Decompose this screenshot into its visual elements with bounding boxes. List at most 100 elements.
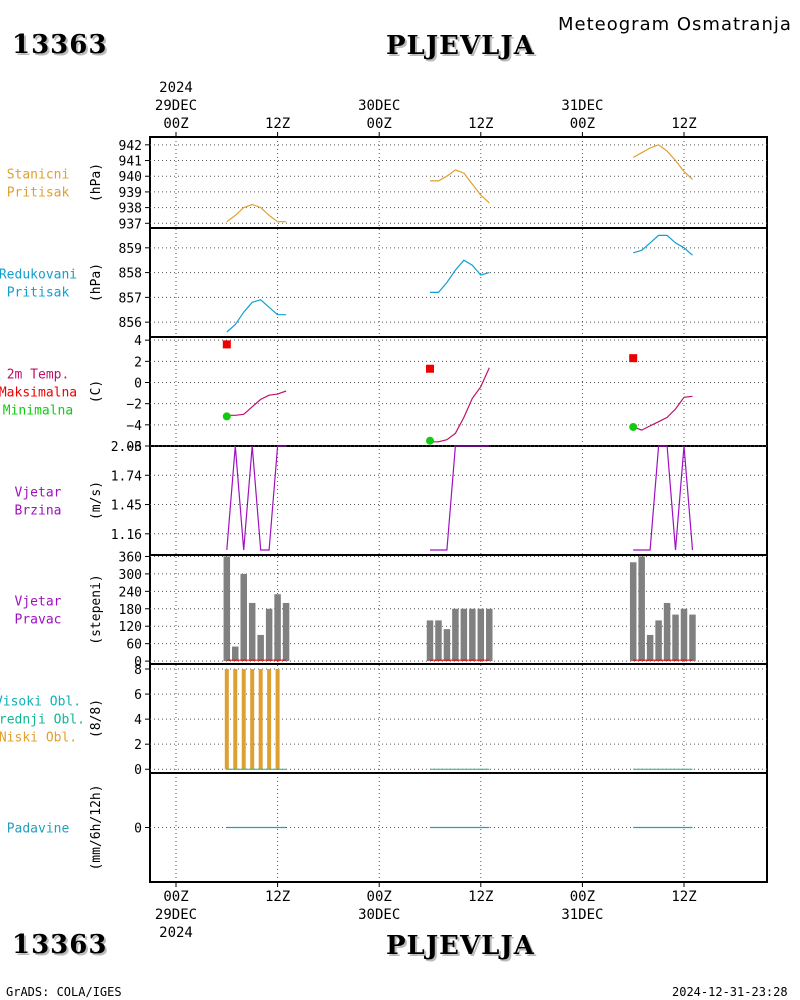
y-tick-label: 856 — [119, 316, 142, 331]
y-tick-label: 938 — [119, 202, 142, 217]
tmax-marker — [222, 340, 231, 349]
y-tick-label: 858 — [119, 267, 142, 282]
station-name: PLJEVLJA — [386, 31, 535, 61]
y-tick-label: −2 — [126, 398, 142, 413]
date-label-bottom: 30DEC — [358, 907, 400, 923]
low-cloud-bar — [241, 669, 246, 770]
panel-label-redukovani_pritisak: Pritisak — [7, 286, 70, 301]
wind-dir-bar — [663, 602, 671, 662]
wind-dir-bar — [435, 620, 442, 662]
time-tick-label-bottom: 12Z — [265, 889, 290, 905]
series-line-temperatura — [632, 395, 693, 431]
time-tick-label-top: 12Z — [265, 116, 290, 132]
panel-label-redukovani_pritisak: Redukovani — [0, 268, 77, 283]
y-tick-label: 0 — [134, 822, 142, 837]
y-tick-label: 0 — [134, 763, 142, 778]
wind-dir-bar — [426, 620, 434, 662]
panel-label-vjetar_brzina: Brzina — [15, 504, 62, 519]
wind-dir-bar — [646, 634, 654, 662]
panel-label-vjetar_pravac: Pravac — [15, 613, 62, 628]
date-label-top: 29DEC — [155, 98, 197, 114]
ylabel-vjetar_pravac: (stepeni) — [89, 574, 104, 644]
ylabel-temperatura: (C) — [89, 380, 104, 403]
low-cloud-bar — [250, 669, 255, 770]
y-tick-label: 2.03 — [111, 440, 142, 455]
series-line-vjetar_brzina — [430, 445, 490, 551]
ylabel-vjetar_brzina: (m/s) — [89, 481, 104, 520]
chart-title: Meteogram Osmatranja — [558, 14, 792, 35]
low-cloud-bar — [258, 669, 263, 770]
footer-station-id: 13363 — [12, 930, 108, 960]
panel-frame-stanicni_pritisak — [149, 136, 768, 229]
wind-dir-bar — [452, 608, 459, 662]
y-tick-label: 942 — [119, 139, 142, 154]
panel-label-oblacnost: Niski Obl. — [0, 731, 77, 746]
time-tick-label-bottom: 12Z — [671, 889, 696, 905]
y-tick-label: 300 — [119, 568, 142, 583]
y-tick-label: 4 — [134, 713, 142, 728]
panel-label-oblacnost: Visoki Obl. — [0, 695, 81, 710]
time-tick-label-top: 12Z — [468, 116, 493, 132]
date-label-bottom: 29DEC — [155, 907, 197, 923]
time-tick-label-bottom: 00Z — [163, 889, 188, 905]
time-tick-label-bottom: 12Z — [468, 889, 493, 905]
wind-dir-bar — [629, 562, 637, 662]
time-tick-label-top: 00Z — [163, 116, 188, 132]
wind-dir-bar — [477, 608, 485, 662]
tmin-marker — [222, 412, 231, 421]
tmin-marker — [629, 422, 638, 431]
series-line-temperatura — [226, 390, 287, 416]
date-label-top: 30DEC — [358, 98, 400, 114]
series-line-temperatura — [430, 367, 490, 443]
ylabel-padavine: (mm/6h/12h) — [89, 784, 104, 870]
wind-dir-bar — [265, 608, 273, 662]
low-cloud-bar — [267, 669, 272, 770]
time-tick-label-top: 12Z — [671, 116, 696, 132]
footer-station-name: PLJEVLJA — [386, 931, 535, 961]
series-line-stanicni_pritisak — [632, 144, 693, 180]
wind-dir-bar — [460, 608, 468, 662]
low-cloud-bar — [224, 669, 229, 770]
year-label-top: 2024 — [159, 80, 193, 96]
wind-dir-bar — [689, 614, 696, 662]
panel-label-stanicni_pritisak: Stanicni — [7, 168, 70, 183]
y-tick-label: 859 — [119, 242, 142, 257]
y-tick-label: 4 — [134, 334, 142, 349]
wind-dir-bar — [240, 573, 247, 662]
panel-label-temperatura: Maksimalna — [0, 386, 77, 401]
series-line-redukovani_pritisak — [226, 299, 287, 333]
station-id: 13363 — [12, 30, 108, 60]
y-tick-label: 941 — [119, 155, 142, 170]
wind-dir-bar — [672, 614, 679, 662]
series-line-redukovani_pritisak — [633, 234, 693, 256]
series-line-stanicni_pritisak — [226, 203, 287, 223]
wind-dir-bar — [469, 608, 476, 662]
panel-label-padavine: Padavine — [7, 822, 70, 837]
y-tick-label: 6 — [134, 688, 142, 703]
series-line-vjetar_brzina — [226, 445, 287, 551]
tmax-marker — [426, 364, 434, 373]
y-tick-label: 1.16 — [111, 528, 142, 543]
wind-dir-bar — [274, 594, 281, 662]
footer-timestamp: 2024-12-31-23:28 — [672, 985, 788, 999]
y-tick-label: 2 — [134, 738, 142, 753]
series-line-stanicni_pritisak — [430, 169, 490, 204]
panel-frame-redukovani_pritisak — [149, 227, 768, 338]
ylabel-stanicni_pritisak: (hPa) — [89, 163, 104, 202]
time-tick-label-bottom: 00Z — [367, 889, 392, 905]
y-tick-label: 240 — [119, 585, 142, 600]
series-line-vjetar_brzina — [633, 445, 694, 551]
time-tick-label-top: 00Z — [570, 116, 595, 132]
panel-frame-temperatura — [149, 336, 768, 447]
wind-dir-bar — [223, 556, 231, 662]
y-tick-label: 937 — [119, 217, 142, 232]
ylabel-oblacnost: (8/8) — [89, 699, 104, 738]
y-tick-label: −6 — [126, 440, 142, 455]
tmin-marker — [426, 436, 434, 445]
ylabel-redukovani_pritisak: (hPa) — [89, 263, 104, 302]
wind-dir-bar — [232, 646, 239, 662]
y-tick-label: 0 — [134, 377, 142, 392]
panel-label-oblacnost: Srednji Obl. — [0, 713, 85, 728]
panel-label-temperatura: Minimalna — [3, 404, 73, 419]
